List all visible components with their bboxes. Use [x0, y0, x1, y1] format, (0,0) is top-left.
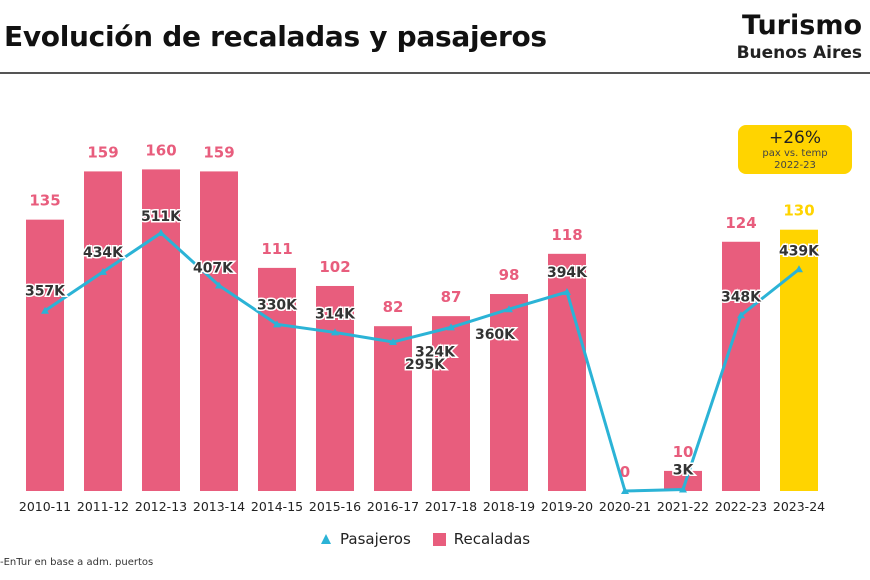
- bar-2013-14: [200, 171, 238, 491]
- triangle-icon: [321, 534, 331, 544]
- x-tick-label: 2022-23: [715, 499, 767, 514]
- pasajeros-value-label: 394K: [547, 265, 588, 281]
- bar-2018-19: [490, 294, 528, 491]
- pasajeros-value-label: 330K: [257, 297, 298, 313]
- logo: Turismo Buenos Aires: [737, 10, 862, 64]
- source-note: -EnTur en base a adm. puertos: [0, 557, 154, 568]
- x-tick-label: 2018-19: [483, 499, 535, 514]
- pasajeros-marker: [621, 487, 629, 494]
- pasajeros-marker: [389, 338, 397, 346]
- bar-value-label: 82: [383, 298, 404, 316]
- bar-value-label: 160: [145, 141, 176, 159]
- bar-2011-12: [84, 171, 122, 491]
- pasajeros-marker: [157, 228, 165, 236]
- bar-2022-23: [722, 241, 760, 491]
- pasajeros-value-label: 439K: [779, 243, 820, 259]
- bar-value-label: 111: [261, 240, 292, 258]
- bar-2010-11: [26, 219, 64, 491]
- bar-value-label: 130: [783, 202, 814, 220]
- pasajeros-value-label: 314K: [315, 306, 356, 322]
- pasajeros-marker: [331, 328, 339, 336]
- bar-value-label: 98: [499, 266, 520, 284]
- growth-badge: +26% pax vs. temp 2022-23: [738, 125, 852, 174]
- pasajeros-marker: [447, 323, 455, 331]
- x-tick-label: 2017-18: [425, 499, 477, 514]
- pasajeros-marker: [273, 320, 281, 328]
- pasajeros-marker: [563, 288, 571, 296]
- pasajeros-value-label: 357K: [25, 284, 66, 300]
- bar-2014-15: [258, 267, 296, 491]
- bar-value-label: 10: [673, 443, 694, 461]
- legend: Pasajeros Recaladas: [320, 530, 530, 548]
- pasajeros-value-label: 511K: [141, 209, 182, 225]
- bar-2016-17: [374, 326, 412, 491]
- bar-value-label: 135: [29, 192, 60, 210]
- x-tick-label: 2016-17: [367, 499, 419, 514]
- bar-2021-22: [664, 470, 702, 491]
- bar-value-label: 159: [203, 143, 234, 161]
- square-icon: [432, 532, 446, 546]
- bar-value-label: 118: [551, 226, 582, 244]
- page-title: Evolución de recaladas y pasajeros: [4, 20, 547, 53]
- bar-value-label: 102: [319, 258, 350, 276]
- pasajeros-value-label: 295K: [405, 357, 446, 373]
- bar-2017-18: [432, 316, 470, 491]
- bar-value-label: 87: [441, 288, 462, 306]
- x-tick-label: 2020-21: [599, 499, 651, 514]
- pasajeros-marker: [215, 281, 223, 289]
- x-tick-label: 2014-15: [251, 499, 303, 514]
- badge-line1: pax vs. temp: [762, 148, 828, 159]
- badge-line2: 2022-23: [774, 160, 816, 171]
- x-tick-label: 2023-24: [773, 499, 825, 514]
- pasajeros-marker: [795, 265, 803, 273]
- bar-2015-16: [316, 285, 354, 491]
- x-tick-label: 2021-22: [657, 499, 709, 514]
- x-tick-label: 2011-12: [77, 499, 129, 514]
- logo-subtitle: Buenos Aires: [736, 43, 862, 63]
- bar-2023-24: [780, 229, 818, 491]
- pasajeros-value-label: 324K: [415, 344, 456, 360]
- pasajeros-line: [44, 231, 800, 493]
- bar-2012-13: [142, 169, 180, 491]
- pasajeros-marker: [41, 306, 49, 314]
- x-tick-label: 2012-13: [135, 499, 187, 514]
- pasajeros-value-label: 3K: [673, 462, 695, 478]
- pasajeros-marker: [99, 267, 107, 275]
- bar-value-label: 159: [87, 143, 118, 161]
- x-tick-label: 2019-20: [541, 499, 593, 514]
- bar-value-label: 124: [725, 214, 756, 232]
- logo-title: Turismo: [742, 10, 862, 41]
- pasajeros-marker: [505, 305, 513, 313]
- bar-value-label: 0: [620, 463, 630, 481]
- pasajeros-marker: [737, 311, 745, 319]
- x-tick-label: 2010-11: [19, 499, 71, 514]
- legend-recaladas: Recaladas: [453, 530, 531, 548]
- pasajeros-value-label: 360K: [475, 327, 516, 343]
- legend-pasajeros: Pasajeros: [340, 530, 411, 548]
- pasajeros-value-label: 434K: [83, 245, 124, 261]
- x-tick-label: 2013-14: [193, 499, 245, 514]
- pasajeros-value-label: 407K: [193, 260, 234, 276]
- pasajeros-marker: [679, 485, 687, 493]
- pasajeros-value-label: 348K: [721, 289, 762, 305]
- x-tick-label: 2015-16: [309, 499, 361, 514]
- badge-value: +26%: [768, 128, 822, 148]
- header-divider: [0, 72, 870, 74]
